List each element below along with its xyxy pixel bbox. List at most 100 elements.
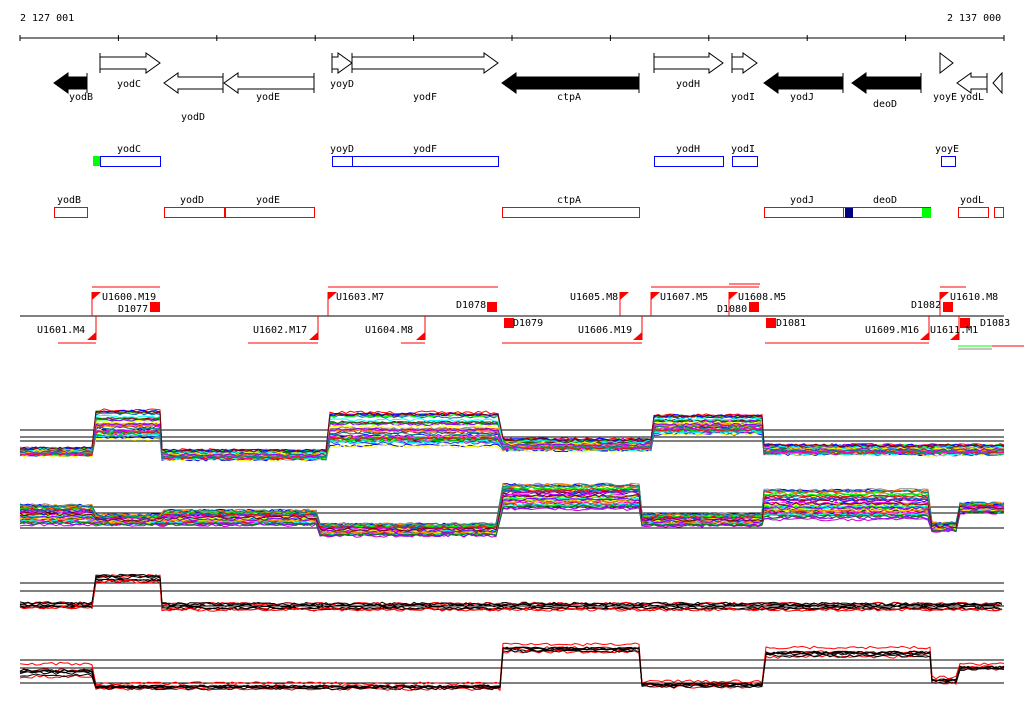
- gene-label-yodD[interactable]: yodD: [181, 112, 206, 123]
- gene-arrow-yodE: [223, 72, 315, 94]
- navy-marker: [845, 208, 853, 218]
- expression-line: [19, 505, 1005, 537]
- expression-line: [19, 499, 1005, 535]
- reverse-box-label: yodJ: [790, 195, 815, 206]
- reverse-box: [994, 207, 1004, 218]
- gene-label-yoyE[interactable]: yoyE: [933, 92, 958, 103]
- gene-label-yodE[interactable]: yodE: [256, 92, 281, 103]
- feature-label[interactable]: U1607.M5: [660, 292, 709, 303]
- feature-flag: [729, 292, 738, 300]
- feature-block: [504, 318, 514, 328]
- feature-label[interactable]: U1600.M19: [102, 292, 157, 303]
- feature-label[interactable]: U1603.M7: [336, 292, 385, 303]
- forward-box-label: yodH: [676, 144, 701, 155]
- feature-label[interactable]: D1081: [776, 318, 807, 329]
- feature-label[interactable]: U1605.M8: [570, 292, 619, 303]
- green-marker: [93, 156, 100, 166]
- gene-label-yodB[interactable]: yodB: [69, 92, 94, 103]
- feature-label[interactable]: U1602.M17: [253, 325, 308, 336]
- expression-line: [19, 425, 1005, 459]
- gene-label-deoD[interactable]: deoD: [873, 99, 898, 110]
- gene-label-yodC[interactable]: yodC: [117, 79, 142, 90]
- reverse-box: [225, 207, 315, 218]
- gene-arrow-yodC: [99, 52, 161, 74]
- expression-line: [19, 646, 1005, 689]
- feature-flag: [416, 332, 425, 340]
- gene-arrow-deoD: [851, 72, 922, 94]
- gene-arrow-yodI: [731, 52, 758, 74]
- feature-flag: [920, 332, 929, 340]
- green-marker: [922, 208, 931, 218]
- forward-box-label: yoyD: [330, 144, 355, 155]
- expression-line: [19, 497, 1005, 534]
- feature-block: [487, 302, 497, 312]
- feature-flag: [328, 292, 337, 300]
- gene-label-yodF[interactable]: yodF: [413, 92, 438, 103]
- feature-label[interactable]: U1610.M8: [950, 292, 999, 303]
- feature-label[interactable]: D1077: [118, 304, 149, 315]
- reverse-box-label: yodE: [256, 195, 281, 206]
- expression-line: [19, 410, 1005, 453]
- forward-box-label: yoyE: [935, 144, 960, 155]
- feature-label[interactable]: D1079: [513, 318, 544, 329]
- reverse-box-label: deoD: [873, 195, 898, 206]
- reverse-box: [843, 207, 931, 218]
- feature-label[interactable]: U1606.M19: [578, 325, 633, 336]
- gene-arrow-ctpA: [501, 72, 640, 94]
- gene-arrow-yoyD: [331, 52, 353, 74]
- coord-start: 2 127 001: [20, 13, 75, 24]
- feature-flag: [651, 292, 660, 300]
- feature-flag: [92, 292, 101, 300]
- expression-line: [19, 490, 1005, 530]
- gene-arrow-yodB: [53, 72, 88, 94]
- forward-box: [941, 156, 956, 167]
- reverse-box: [958, 207, 989, 218]
- feature-flag: [620, 292, 629, 300]
- expression-line: [19, 499, 1005, 535]
- gene-arrow-yodD: [163, 72, 224, 94]
- feature-label[interactable]: D1083: [980, 318, 1011, 329]
- feature-block: [943, 302, 953, 312]
- feature-label[interactable]: U1609.M16: [865, 325, 920, 336]
- gene-arrow-yodF: [351, 52, 499, 74]
- expression-line: [19, 502, 1005, 536]
- gene-arrow-partial: [992, 71, 1003, 95]
- feature-flag: [309, 332, 318, 340]
- feature-label[interactable]: U1601.M4: [37, 325, 86, 336]
- expression-line: [19, 419, 1005, 456]
- expression-line: [19, 485, 1005, 528]
- gene-label-yoyD[interactable]: yoyD: [330, 79, 355, 90]
- feature-label[interactable]: D1078: [456, 300, 487, 311]
- gene-arrow-yodH: [653, 52, 724, 74]
- gene-label-yodH[interactable]: yodH: [676, 79, 701, 90]
- gene-label-yodL[interactable]: yodL: [960, 92, 985, 103]
- feature-block: [749, 302, 759, 312]
- feature-label[interactable]: U1604.M8: [365, 325, 414, 336]
- expression-line: [19, 422, 1004, 457]
- expression-line: [19, 578, 1003, 612]
- expression-line: [19, 579, 1003, 612]
- gene-arrow-yodL: [956, 72, 988, 94]
- expression-line: [19, 649, 1005, 691]
- feature-block: [150, 302, 160, 312]
- feature-block: [960, 318, 970, 328]
- expression-line: [19, 494, 1005, 532]
- expression-line: [19, 483, 1005, 527]
- feature-flag: [950, 332, 959, 340]
- gene-label-yodJ[interactable]: yodJ: [790, 92, 815, 103]
- feature-label[interactable]: D1082: [911, 300, 942, 311]
- gene-label-yodI[interactable]: yodI: [731, 92, 756, 103]
- feature-label[interactable]: U1608.M5: [738, 292, 787, 303]
- reverse-box: [502, 207, 640, 218]
- expression-line: [19, 574, 1003, 607]
- reverse-box: [54, 207, 88, 218]
- reverse-box-label: yodD: [180, 195, 205, 206]
- feature-label[interactable]: D1080: [717, 304, 748, 315]
- coord-end: 2 137 000: [947, 13, 1002, 24]
- feature-label[interactable]: U1611.M1: [930, 325, 979, 336]
- forward-box-label: yodF: [413, 144, 438, 155]
- reverse-box-label: ctpA: [557, 195, 582, 206]
- gene-arrow-yodJ: [763, 72, 844, 94]
- gene-label-ctpA[interactable]: ctpA: [557, 92, 582, 103]
